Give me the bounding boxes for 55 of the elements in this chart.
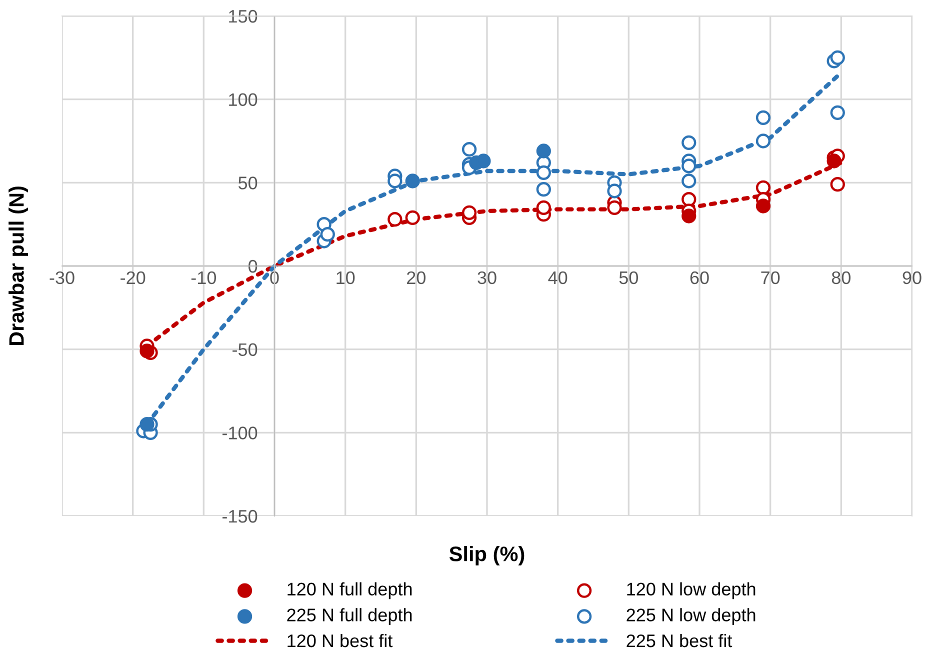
x-tick-label: 50 bbox=[619, 271, 638, 284]
point bbox=[830, 105, 845, 120]
point bbox=[682, 135, 696, 150]
legend-label: 225 N low depth bbox=[626, 608, 756, 625]
x-tick-label: 60 bbox=[690, 271, 709, 284]
y-axis-title: Drawbar pull (N) bbox=[8, 186, 28, 346]
point bbox=[756, 110, 771, 125]
x-tick-label: 10 bbox=[336, 271, 355, 284]
legend-label: 120 N best fit bbox=[288, 634, 393, 648]
point bbox=[536, 165, 551, 180]
point bbox=[462, 205, 477, 220]
legend-label: 225 N full depth bbox=[287, 608, 412, 625]
point bbox=[830, 50, 845, 65]
point bbox=[405, 210, 420, 225]
point bbox=[462, 142, 477, 157]
point bbox=[388, 212, 402, 227]
point bbox=[140, 417, 154, 432]
point bbox=[476, 154, 491, 168]
x-tick-label: 80 bbox=[832, 271, 851, 284]
point bbox=[536, 182, 551, 197]
x-axis-title: Slip (%) bbox=[449, 546, 524, 566]
x-tick-label: 70 bbox=[761, 271, 780, 284]
legend-label: 120 N low depth bbox=[627, 582, 756, 600]
point bbox=[536, 144, 551, 158]
y-tick-label: 100 bbox=[229, 93, 258, 106]
point bbox=[682, 192, 696, 207]
y-tick-label: -50 bbox=[232, 343, 258, 356]
y-tick-label: -100 bbox=[222, 426, 258, 440]
x-tick-label: 30 bbox=[478, 271, 496, 284]
point bbox=[682, 174, 696, 188]
x-tick-label: 40 bbox=[548, 271, 568, 284]
point bbox=[756, 134, 771, 148]
y-tick-label: 50 bbox=[238, 176, 258, 190]
x-tick-label: -20 bbox=[120, 271, 146, 284]
x-tick-label: 0 bbox=[270, 271, 279, 284]
point bbox=[826, 154, 842, 168]
point bbox=[607, 184, 622, 198]
point bbox=[536, 200, 551, 215]
x-tick-label: -10 bbox=[191, 271, 216, 284]
point bbox=[140, 344, 154, 358]
point bbox=[388, 174, 402, 188]
y-tick-label: -150 bbox=[222, 510, 258, 523]
legend-label: 120 N full depth bbox=[288, 582, 412, 600]
point bbox=[756, 180, 771, 195]
point bbox=[682, 208, 696, 224]
x-tick-label: 90 bbox=[902, 271, 922, 284]
point bbox=[320, 227, 335, 242]
point bbox=[830, 177, 845, 192]
point bbox=[756, 198, 771, 214]
point bbox=[405, 174, 420, 188]
point bbox=[682, 158, 696, 174]
x-tick-label: 20 bbox=[407, 271, 426, 284]
x-tick-label: -30 bbox=[50, 271, 74, 284]
legend-label: 225 N best fit bbox=[626, 634, 732, 648]
point bbox=[607, 200, 622, 215]
